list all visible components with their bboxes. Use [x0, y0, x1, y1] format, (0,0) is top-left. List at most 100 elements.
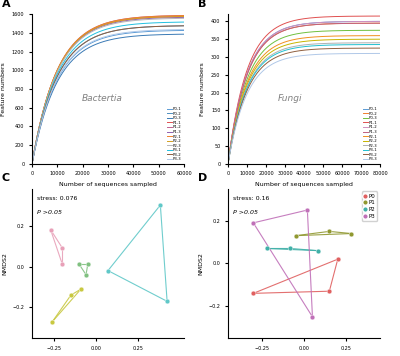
- Line: P2-1: P2-1: [228, 36, 380, 164]
- P3-2: [354, 46, 358, 50]
- Y-axis label: Feature numbers: Feature numbers: [200, 62, 206, 116]
- Line: P0-3: P0-3: [228, 30, 380, 164]
- P2-3: [363, 41, 368, 45]
- P3-3: [120, 31, 124, 35]
- P2-2: [30, 162, 34, 166]
- P2-3: [354, 41, 358, 45]
- Line: P3-1: P3-1: [32, 22, 184, 164]
- P3-3: [226, 159, 231, 163]
- P2-3: [226, 158, 231, 163]
- P1-1: [158, 15, 162, 19]
- Text: Fungi: Fungi: [278, 94, 303, 103]
- P2-1: [167, 14, 172, 18]
- P3-2: [158, 24, 162, 28]
- P2-3: [182, 16, 186, 21]
- Line: P0-1: P0-1: [32, 31, 184, 164]
- Point: [164, 298, 170, 304]
- P3-1: [316, 43, 321, 48]
- P1-1: [30, 159, 35, 163]
- P0-2: [120, 27, 125, 31]
- Point: [105, 268, 111, 273]
- Text: B: B: [198, 0, 206, 9]
- P1-1: [378, 14, 382, 18]
- P1-3: [363, 21, 368, 25]
- P1-3: [378, 21, 382, 25]
- P1-2: [378, 19, 382, 23]
- P1-1: [120, 18, 125, 22]
- P1-1: [363, 14, 368, 18]
- P1-2: [123, 17, 128, 21]
- P3-1: [226, 162, 230, 166]
- P2-2: [167, 15, 172, 19]
- Point: [250, 290, 256, 296]
- P1-2: [167, 14, 172, 18]
- Point: [326, 288, 332, 294]
- P1-2: [158, 14, 162, 18]
- P2-2: [123, 18, 128, 22]
- Point: [83, 272, 89, 278]
- P1-2: [316, 21, 320, 25]
- P2-3: [120, 20, 125, 24]
- Text: A: A: [2, 0, 10, 9]
- P0-3: [363, 28, 368, 32]
- P0-2: [167, 24, 172, 28]
- Text: D: D: [198, 173, 207, 183]
- P1-1: [354, 14, 358, 18]
- Point: [47, 227, 54, 232]
- P3-2: [226, 158, 231, 163]
- P0-3: [120, 35, 125, 40]
- P1-1: [226, 158, 231, 162]
- P3-3: [182, 27, 186, 32]
- P3-1: [30, 159, 35, 163]
- Point: [76, 262, 82, 267]
- P2-2: [120, 18, 125, 22]
- P0-3: [123, 35, 128, 39]
- X-axis label: Number of sequences sampled: Number of sequences sampled: [255, 182, 353, 187]
- Legend: P0-1, P0-2, P0-3, P1-1, P1-2, P1-3, P2-1, P2-2, P2-3, P3-1, P3-2, P3-3: P0-1, P0-2, P0-3, P1-1, P1-2, P1-3, P2-1…: [363, 106, 378, 162]
- Point: [326, 229, 332, 234]
- Point: [49, 319, 56, 325]
- Line: P1-2: P1-2: [32, 16, 184, 164]
- Line: P2-1: P2-1: [32, 16, 184, 164]
- P0-2: [354, 21, 358, 25]
- Point: [304, 207, 310, 213]
- P0-3: [182, 32, 186, 36]
- P2-3: [30, 159, 35, 163]
- P2-1: [120, 17, 124, 22]
- Point: [59, 245, 66, 251]
- P2-1: [319, 35, 324, 39]
- P2-2: [226, 158, 231, 163]
- Line: P1-3: P1-3: [32, 17, 184, 164]
- P1-1: [316, 15, 321, 20]
- P1-3: [316, 22, 320, 26]
- P1-2: [354, 19, 358, 23]
- P0-3: [378, 28, 382, 32]
- P1-2: [120, 17, 124, 22]
- P2-1: [316, 35, 321, 39]
- P3-1: [378, 42, 382, 47]
- P2-1: [378, 33, 382, 38]
- P0-1: [167, 28, 172, 33]
- Line: P3-3: P3-3: [32, 30, 184, 164]
- P0-3: [158, 32, 162, 37]
- P0-2: [30, 159, 35, 163]
- Line: P1-1: P1-1: [228, 16, 380, 164]
- Legend: P0-1, P0-2, P0-3, P1-1, P1-2, P1-3, P2-1, P2-2, P2-3, P3-1, P3-2, P3-3: P0-1, P0-2, P0-3, P1-1, P1-2, P1-3, P2-1…: [167, 106, 182, 162]
- Y-axis label: NMDS2: NMDS2: [198, 252, 203, 275]
- P2-3: [316, 42, 321, 46]
- P3-3: [354, 51, 358, 56]
- Point: [309, 314, 316, 320]
- P0-3: [319, 29, 324, 33]
- P3-1: [319, 43, 324, 48]
- P3-1: [158, 21, 162, 25]
- P1-2: [182, 14, 186, 18]
- P0-3: [30, 159, 35, 163]
- P1-3: [120, 19, 125, 23]
- Line: P1-1: P1-1: [32, 16, 184, 164]
- P3-1: [120, 23, 124, 28]
- P1-2: [120, 17, 125, 21]
- P0-1: [30, 159, 35, 163]
- Line: P0-1: P0-1: [228, 21, 380, 164]
- P0-3: [120, 36, 124, 40]
- P0-3: [30, 162, 34, 166]
